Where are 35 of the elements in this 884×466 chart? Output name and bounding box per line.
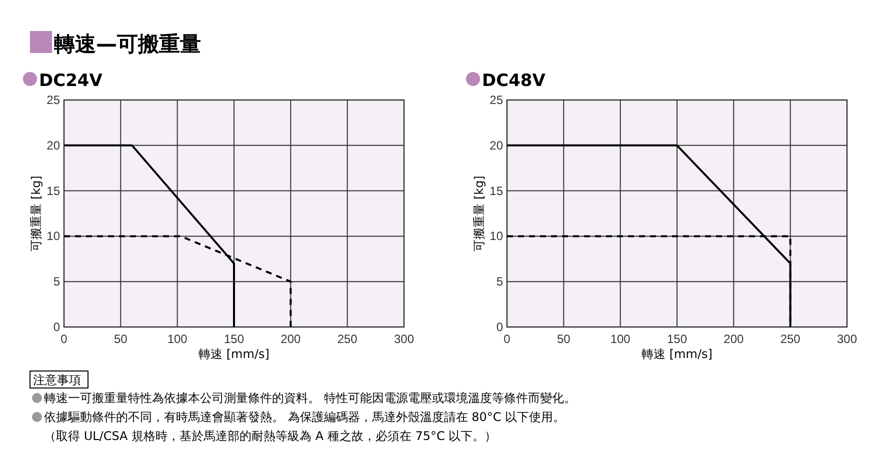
x-axis-title: 轉速 [mm/s]	[198, 347, 270, 361]
x-axis-title: 轉速 [mm/s]	[642, 347, 712, 361]
y-tick-label: 15	[490, 184, 504, 198]
x-tick-label: 200	[724, 332, 744, 346]
x-tick-label: 50	[556, 332, 571, 346]
x-tick-label: 250	[337, 332, 358, 346]
x-tick-label: 150	[224, 332, 244, 346]
x-tick-label: 100	[167, 332, 188, 346]
x-tick-label: 150	[666, 332, 688, 346]
y-tick-label: 20	[490, 138, 504, 152]
y-axis-title: 可搬重量 [kg]	[472, 176, 486, 252]
text: 轉速一可搬重量特性為依據本公司測量條件的資料。 特性可能因電源電壓或環境溫度等條件而變化。	[44, 391, 576, 405]
chart-subtitle: DC24V	[39, 71, 104, 91]
text: 注意事項	[33, 373, 81, 387]
text: （取得 UL/CSA 規格時，基於馬達部的耐熱等級為 A 種之故，必須在 75°C 以下。）	[44, 429, 497, 443]
y-tick-label: 0	[496, 320, 504, 334]
y-tick-label: 25	[490, 93, 504, 107]
y-tick-label: 25	[46, 93, 60, 107]
y-tick-label: 5	[53, 274, 60, 289]
chart-subtitle: DC48V	[482, 71, 546, 91]
y-axis-title: 可搬重量 [kg]	[29, 176, 43, 252]
x-tick-label: 100	[610, 332, 631, 346]
y-tick-label: 20	[46, 138, 60, 152]
y-tick-label: 15	[46, 184, 60, 198]
x-tick-label: 50	[114, 332, 128, 346]
y-tick-label: 10	[46, 229, 60, 244]
chart-title: 轉速—可搬重量	[53, 32, 201, 56]
y-tick-label: 5	[496, 274, 504, 289]
y-tick-label: 0	[53, 320, 60, 334]
x-tick-label: 300	[394, 332, 414, 346]
x-tick-label: 200	[280, 332, 301, 346]
x-tick-label: 300	[836, 332, 858, 346]
y-tick-label: 10	[490, 229, 504, 244]
x-tick-label: 250	[780, 332, 801, 346]
text: 依據驅動條件的不同，有時馬達會顯著發熱。 為保護編碼器，馬達外殼溫度請在 80°C 以下使用。	[44, 410, 566, 424]
